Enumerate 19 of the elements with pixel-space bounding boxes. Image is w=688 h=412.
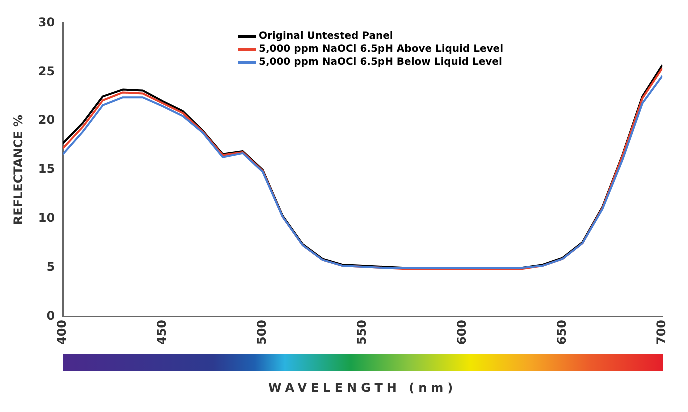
x-tick-label: 400 — [55, 320, 70, 346]
legend-label: Original Untested Panel — [259, 31, 394, 42]
x-tick-label: 600 — [454, 320, 469, 346]
y-tick-label: 20 — [38, 113, 56, 128]
x-tick-label: 450 — [155, 320, 170, 346]
legend-label: 5,000 ppm NaOCl 6.5pH Above Liquid Level — [259, 44, 504, 56]
legend-label: 5,000 ppm NaOCl 6.5pH Below Liquid Level — [259, 57, 502, 68]
x-tick-label: 650 — [554, 320, 569, 346]
y-tick-label: 25 — [38, 64, 56, 78]
x-tick-label: 500 — [255, 320, 270, 346]
x-tick-label: 550 — [354, 320, 369, 346]
y-tick-label: 30 — [38, 15, 56, 30]
y-tick-label: 10 — [38, 211, 56, 226]
y-tick-label: 5 — [46, 260, 56, 274]
y-axis-title: REFLECTANCE % — [11, 115, 26, 226]
y-tick-label: 0 — [46, 309, 56, 324]
x-axis-title: WAVELENGTH (nm) — [268, 381, 458, 395]
x-tick-label: 700 — [654, 320, 669, 346]
y-tick-label: 15 — [38, 162, 56, 176]
